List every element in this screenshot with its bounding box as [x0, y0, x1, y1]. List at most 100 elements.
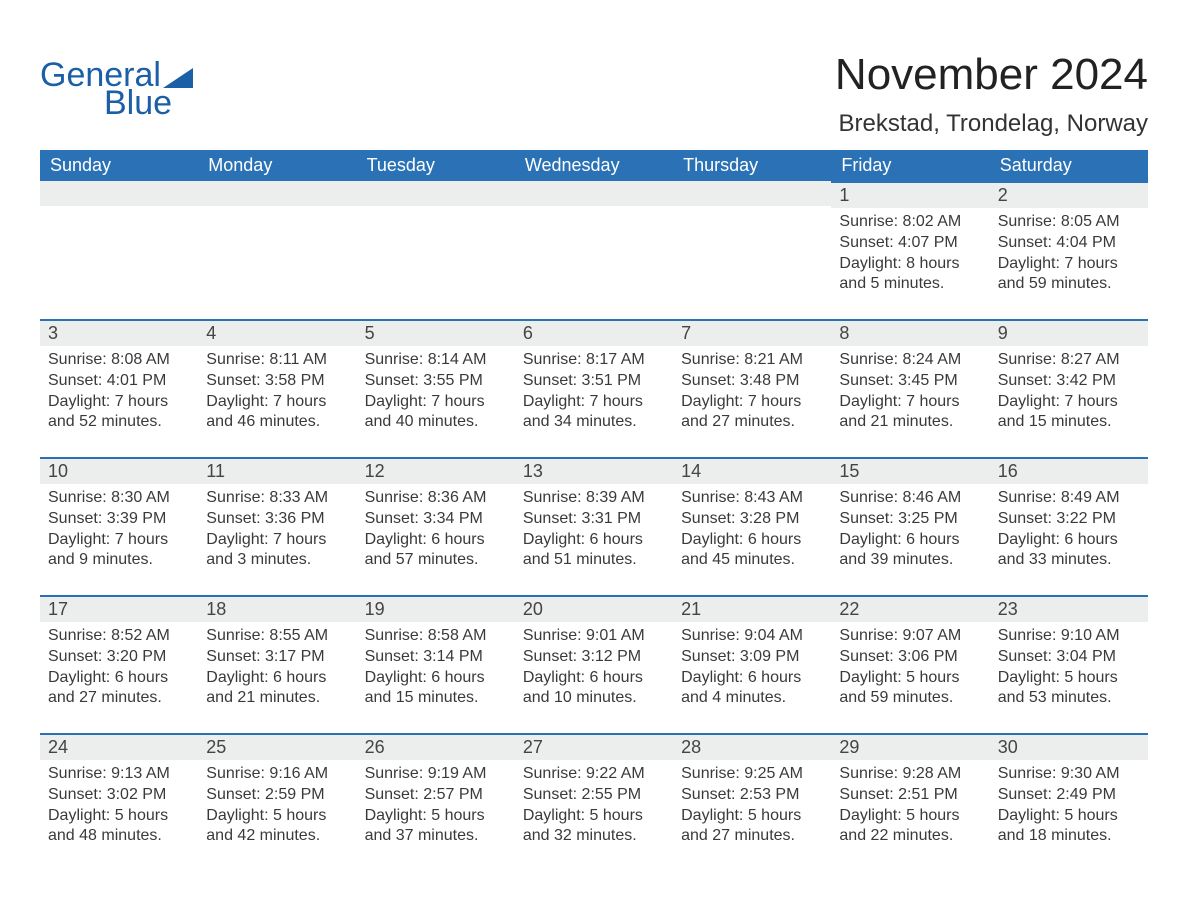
sunrise-line: Sunrise: 8:05 AM — [998, 212, 1140, 233]
sunset-line: Sunset: 3:48 PM — [681, 371, 823, 392]
day-details: Sunrise: 9:07 AMSunset: 3:06 PMDaylight:… — [831, 622, 989, 719]
day-number: 13 — [515, 457, 673, 484]
sunrise-line: Sunrise: 8:33 AM — [206, 488, 348, 509]
daylight-line: Daylight: 7 hours and 3 minutes. — [206, 530, 348, 572]
day-number: 18 — [198, 595, 356, 622]
daylight-line: Daylight: 7 hours and 34 minutes. — [523, 392, 665, 434]
day-number: 7 — [673, 319, 831, 346]
daylight-line: Daylight: 6 hours and 27 minutes. — [48, 668, 190, 710]
daylight-line: Daylight: 6 hours and 39 minutes. — [839, 530, 981, 572]
sunrise-line: Sunrise: 8:14 AM — [365, 350, 507, 371]
calendar-empty — [673, 181, 831, 319]
calendar-row: 17Sunrise: 8:52 AMSunset: 3:20 PMDayligh… — [40, 595, 1148, 733]
day-details: Sunrise: 8:24 AMSunset: 3:45 PMDaylight:… — [831, 346, 989, 443]
calendar-day: 14Sunrise: 8:43 AMSunset: 3:28 PMDayligh… — [673, 457, 831, 595]
daylight-line: Daylight: 5 hours and 27 minutes. — [681, 806, 823, 848]
sunrise-line: Sunrise: 9:04 AM — [681, 626, 823, 647]
sunrise-line: Sunrise: 8:24 AM — [839, 350, 981, 371]
day-number: 21 — [673, 595, 831, 622]
sunrise-line: Sunrise: 9:01 AM — [523, 626, 665, 647]
calendar-empty — [357, 181, 515, 319]
day-number: 8 — [831, 319, 989, 346]
calendar-day: 26Sunrise: 9:19 AMSunset: 2:57 PMDayligh… — [357, 733, 515, 871]
daylight-line: Daylight: 7 hours and 27 minutes. — [681, 392, 823, 434]
calendar-day: 27Sunrise: 9:22 AMSunset: 2:55 PMDayligh… — [515, 733, 673, 871]
day-details: Sunrise: 8:02 AMSunset: 4:07 PMDaylight:… — [831, 208, 989, 305]
day-details: Sunrise: 8:43 AMSunset: 3:28 PMDaylight:… — [673, 484, 831, 581]
daylight-line: Daylight: 5 hours and 37 minutes. — [365, 806, 507, 848]
day-number: 28 — [673, 733, 831, 760]
daylight-line: Daylight: 7 hours and 21 minutes. — [839, 392, 981, 434]
sunrise-line: Sunrise: 8:27 AM — [998, 350, 1140, 371]
day-number: 20 — [515, 595, 673, 622]
calendar-day: 7Sunrise: 8:21 AMSunset: 3:48 PMDaylight… — [673, 319, 831, 457]
sunset-line: Sunset: 3:42 PM — [998, 371, 1140, 392]
calendar-day: 11Sunrise: 8:33 AMSunset: 3:36 PMDayligh… — [198, 457, 356, 595]
sunset-line: Sunset: 3:25 PM — [839, 509, 981, 530]
daylight-line: Daylight: 7 hours and 59 minutes. — [998, 254, 1140, 296]
sunset-line: Sunset: 2:59 PM — [206, 785, 348, 806]
sunset-line: Sunset: 4:07 PM — [839, 233, 981, 254]
sunset-line: Sunset: 3:09 PM — [681, 647, 823, 668]
day-details: Sunrise: 8:30 AMSunset: 3:39 PMDaylight:… — [40, 484, 198, 581]
day-number: 27 — [515, 733, 673, 760]
daylight-line: Daylight: 5 hours and 42 minutes. — [206, 806, 348, 848]
sunset-line: Sunset: 3:34 PM — [365, 509, 507, 530]
day-details: Sunrise: 8:33 AMSunset: 3:36 PMDaylight:… — [198, 484, 356, 581]
sunset-line: Sunset: 3:22 PM — [998, 509, 1140, 530]
sunset-line: Sunset: 3:45 PM — [839, 371, 981, 392]
sunrise-line: Sunrise: 9:07 AM — [839, 626, 981, 647]
daylight-line: Daylight: 6 hours and 45 minutes. — [681, 530, 823, 572]
day-number: 9 — [990, 319, 1148, 346]
calendar-day: 30Sunrise: 9:30 AMSunset: 2:49 PMDayligh… — [990, 733, 1148, 871]
sunset-line: Sunset: 4:04 PM — [998, 233, 1140, 254]
daylight-line: Daylight: 6 hours and 4 minutes. — [681, 668, 823, 710]
sunset-line: Sunset: 3:04 PM — [998, 647, 1140, 668]
daylight-line: Daylight: 5 hours and 32 minutes. — [523, 806, 665, 848]
weekday-header: Tuesday — [357, 150, 515, 181]
calendar-day: 9Sunrise: 8:27 AMSunset: 3:42 PMDaylight… — [990, 319, 1148, 457]
sunrise-line: Sunrise: 9:16 AM — [206, 764, 348, 785]
day-number: 10 — [40, 457, 198, 484]
sunrise-line: Sunrise: 8:30 AM — [48, 488, 190, 509]
daylight-line: Daylight: 6 hours and 57 minutes. — [365, 530, 507, 572]
day-details: Sunrise: 8:11 AMSunset: 3:58 PMDaylight:… — [198, 346, 356, 443]
weekday-header: Sunday — [40, 150, 198, 181]
sunrise-line: Sunrise: 8:02 AM — [839, 212, 981, 233]
sunset-line: Sunset: 3:20 PM — [48, 647, 190, 668]
calendar-empty — [198, 181, 356, 319]
day-details: Sunrise: 8:14 AMSunset: 3:55 PMDaylight:… — [357, 346, 515, 443]
calendar-day: 1Sunrise: 8:02 AMSunset: 4:07 PMDaylight… — [831, 181, 989, 319]
calendar-empty — [515, 181, 673, 319]
day-details: Sunrise: 9:16 AMSunset: 2:59 PMDaylight:… — [198, 760, 356, 857]
sunset-line: Sunset: 3:02 PM — [48, 785, 190, 806]
calendar-day: 16 Sunrise: 8:49 AMSunset: 3:22 PMDayligh… — [990, 457, 1148, 595]
day-details: Sunrise: 9:28 AMSunset: 2:51 PMDaylight:… — [831, 760, 989, 857]
calendar-row: 1Sunrise: 8:02 AMSunset: 4:07 PMDaylight… — [40, 181, 1148, 319]
daylight-line: Daylight: 6 hours and 51 minutes. — [523, 530, 665, 572]
sunset-line: Sunset: 4:01 PM — [48, 371, 190, 392]
daylight-line: Daylight: 6 hours and 33 minutes. — [998, 530, 1140, 572]
day-number: 26 — [357, 733, 515, 760]
day-details: Sunrise: 9:19 AMSunset: 2:57 PMDaylight:… — [357, 760, 515, 857]
empty-daynum — [357, 181, 515, 206]
day-number: 4 — [198, 319, 356, 346]
day-details: Sunrise: 9:01 AMSunset: 3:12 PMDaylight:… — [515, 622, 673, 719]
sunrise-line: Sunrise: 8:49 AM — [998, 488, 1140, 509]
day-details: Sunrise: 8:39 AMSunset: 3:31 PMDaylight:… — [515, 484, 673, 581]
calendar-day: 21 Sunrise: 9:04 AMSunset: 3:09 PMDayligh… — [673, 595, 831, 733]
calendar-day: 3Sunrise: 8:08 AMSunset: 4:01 PMDaylight… — [40, 319, 198, 457]
day-number: 16 — [990, 457, 1148, 484]
day-number: 30 — [990, 733, 1148, 760]
day-number: 29 — [831, 733, 989, 760]
sunset-line: Sunset: 3:58 PM — [206, 371, 348, 392]
daylight-line: Daylight: 7 hours and 9 minutes. — [48, 530, 190, 572]
calendar-day: 19Sunrise: 8:58 AMSunset: 3:14 PMDayligh… — [357, 595, 515, 733]
sunrise-line: Sunrise: 8:08 AM — [48, 350, 190, 371]
day-number: 17 — [40, 595, 198, 622]
calendar-row: 10Sunrise: 8:30 AMSunset: 3:39 PMDayligh… — [40, 457, 1148, 595]
calendar-body: 1Sunrise: 8:02 AMSunset: 4:07 PMDaylight… — [40, 181, 1148, 871]
sunrise-line: Sunrise: 8:11 AM — [206, 350, 348, 371]
day-details: Sunrise: 8:08 AMSunset: 4:01 PMDaylight:… — [40, 346, 198, 443]
daylight-line: Daylight: 5 hours and 53 minutes. — [998, 668, 1140, 710]
